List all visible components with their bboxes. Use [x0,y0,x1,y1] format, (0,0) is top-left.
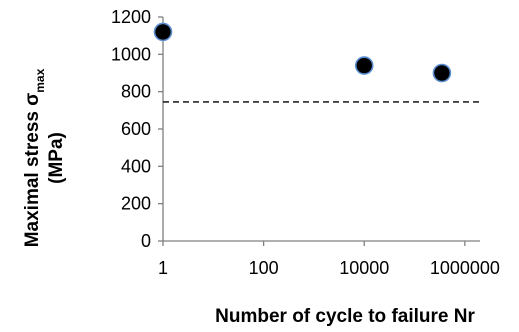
plot-area: 0 200 400 600 800 1000 1200 1 100 10000 1000000 [111,7,500,278]
y-tick-label: 1000 [111,44,151,64]
data-point [432,63,452,83]
y-axis-ticks: 0 200 400 600 800 1000 1200 [111,7,163,251]
y-axis-title-prefix: Maximal stress σ [22,93,43,248]
x-tick-label: 100 [249,258,279,278]
x-tick-label: 1000000 [430,258,500,278]
y-tick-label: 800 [121,82,151,102]
y-axis-title-subscript: max [33,68,47,92]
data-point [354,56,374,75]
y-tick-label: 200 [121,194,151,214]
x-axis-title: Number of cycle to failure Nr [215,306,475,327]
data-points [153,22,452,83]
y-tick-label: 0 [141,231,151,251]
x-tick-label: 1 [158,258,168,278]
y-tick-label: 600 [121,119,151,139]
y-tick-label: 1200 [111,7,151,27]
y-axis-title-line2: (MPa) [46,132,67,184]
x-tick-label: 10000 [339,258,389,278]
x-axis-ticks: 1 100 10000 1000000 [158,241,500,278]
y-tick-label: 400 [121,156,151,176]
y-axis-title-line1: Maximal stress σmax [22,68,47,247]
data-point [153,22,173,42]
y-axis-title: Maximal stress σmax (MPa) [22,68,67,247]
